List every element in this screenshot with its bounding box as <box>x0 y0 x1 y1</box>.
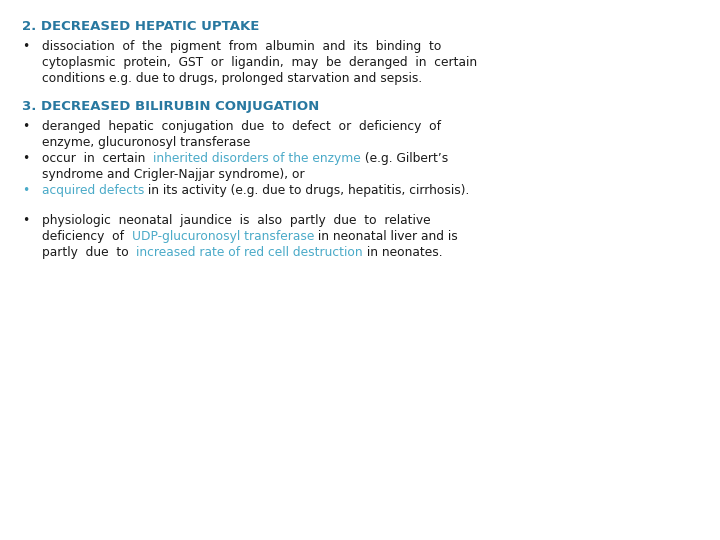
Text: •: • <box>22 40 30 53</box>
Text: dissociation  of  the  pigment  from  albumin  and  its  binding  to: dissociation of the pigment from albumin… <box>42 40 441 53</box>
Text: occur  in  certain: occur in certain <box>42 152 153 165</box>
Text: syndrome and Crigler-Najjar syndrome), or: syndrome and Crigler-Najjar syndrome), o… <box>42 168 305 181</box>
Text: increased rate of red cell destruction: increased rate of red cell destruction <box>137 246 363 259</box>
Text: 3. DECREASED BILIRUBIN CONJUGATION: 3. DECREASED BILIRUBIN CONJUGATION <box>22 100 319 113</box>
Text: UDP-glucuronosyl transferase: UDP-glucuronosyl transferase <box>132 230 314 243</box>
Text: •: • <box>22 152 30 165</box>
Text: 2. DECREASED HEPATIC UPTAKE: 2. DECREASED HEPATIC UPTAKE <box>22 20 259 33</box>
Text: deficiency  of: deficiency of <box>42 230 132 243</box>
Text: in neonatal liver and is: in neonatal liver and is <box>314 230 458 243</box>
Text: acquired defects: acquired defects <box>42 184 145 197</box>
Text: deranged  hepatic  conjugation  due  to  defect  or  deficiency  of: deranged hepatic conjugation due to defe… <box>42 120 441 133</box>
Text: (e.g. Gilbert’s: (e.g. Gilbert’s <box>361 152 448 165</box>
Text: •: • <box>22 120 30 133</box>
Text: conditions e.g. due to drugs, prolonged starvation and sepsis.: conditions e.g. due to drugs, prolonged … <box>42 72 422 85</box>
Text: enzyme, glucuronosyl transferase: enzyme, glucuronosyl transferase <box>42 136 251 149</box>
Text: partly  due  to: partly due to <box>42 246 137 259</box>
Text: in neonates.: in neonates. <box>363 246 443 259</box>
Text: •: • <box>22 214 30 227</box>
Text: cytoplasmic  protein,  GST  or  ligandin,  may  be  deranged  in  certain: cytoplasmic protein, GST or ligandin, ma… <box>42 56 477 69</box>
Text: •: • <box>22 184 30 197</box>
Text: inherited disorders of the enzyme: inherited disorders of the enzyme <box>153 152 361 165</box>
Text: physiologic  neonatal  jaundice  is  also  partly  due  to  relative: physiologic neonatal jaundice is also pa… <box>42 214 431 227</box>
Text: in its activity (e.g. due to drugs, hepatitis, cirrhosis).: in its activity (e.g. due to drugs, hepa… <box>145 184 469 197</box>
